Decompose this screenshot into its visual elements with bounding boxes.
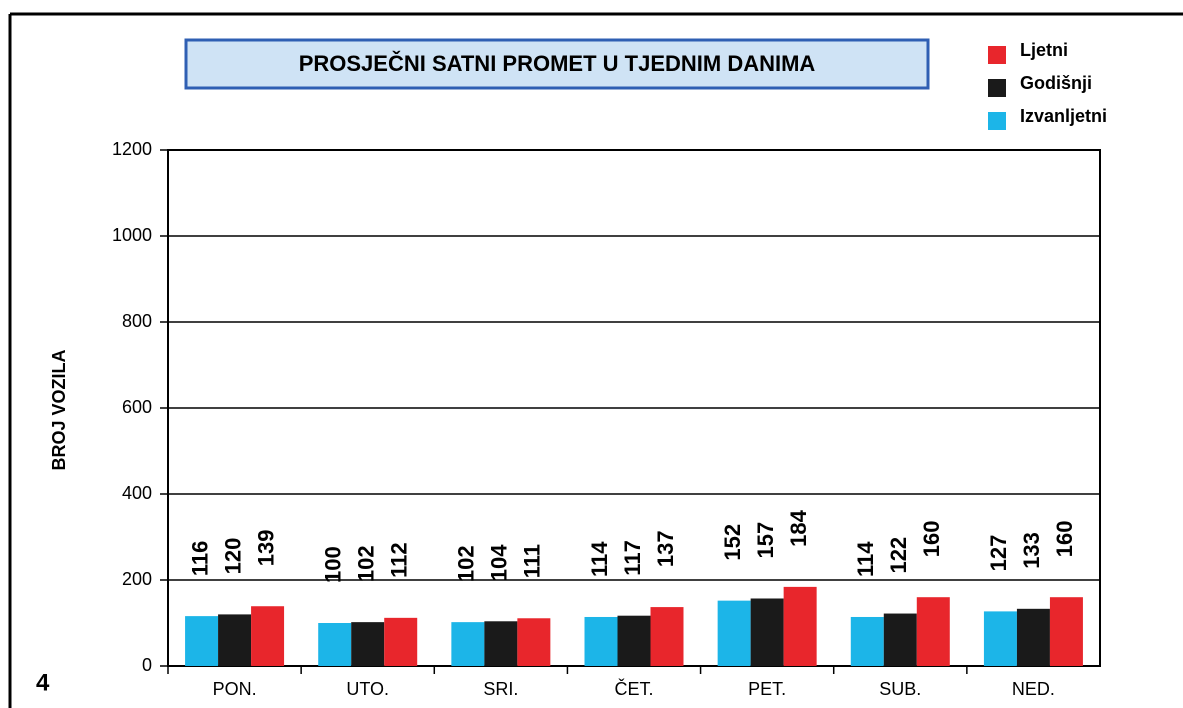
bar — [318, 623, 352, 666]
bar — [484, 621, 518, 666]
bar — [517, 618, 551, 666]
legend-label: Ljetni — [1020, 40, 1068, 60]
bar — [750, 598, 784, 666]
title-box — [184, 38, 930, 90]
data-label: 111 — [520, 544, 545, 578]
bar — [384, 617, 418, 666]
bar — [717, 600, 751, 666]
bar — [650, 607, 684, 666]
data-label: 122 — [886, 537, 911, 574]
data-label: 139 — [253, 530, 278, 567]
legend-swatch — [988, 79, 1006, 97]
x-tick-label: SRI. — [483, 679, 518, 699]
bar — [883, 613, 917, 666]
x-tick-label: NED. — [1012, 679, 1055, 699]
data-label: 184 — [786, 509, 811, 546]
x-tick-label: ČET. — [614, 678, 653, 699]
bar — [218, 614, 252, 666]
bar — [1049, 597, 1083, 666]
data-label: 127 — [986, 535, 1011, 572]
bar — [451, 622, 485, 666]
data-label: 102 — [354, 545, 379, 582]
data-label: 152 — [720, 524, 745, 561]
data-label: 102 — [454, 545, 479, 582]
legend-label: Godišnji — [1020, 73, 1092, 93]
legend-label: Izvanljetni — [1020, 106, 1107, 126]
chart-title: PROSJEČNI SATNI PROMET U TJEDNIM DANIMA — [299, 51, 816, 76]
data-label: 114 — [587, 541, 612, 577]
data-label: 104 — [487, 544, 512, 581]
data-label: 133 — [1019, 532, 1044, 569]
data-label: 160 — [919, 520, 944, 557]
x-tick-label: SUB. — [879, 679, 921, 699]
y-tick-label: 1000 — [112, 225, 152, 245]
legend-swatch — [988, 112, 1006, 130]
y-axis-label: BROJ VOZILA — [49, 349, 69, 470]
page-number: 4 — [36, 669, 50, 696]
data-label: 100 — [321, 546, 346, 583]
y-tick-label: 600 — [122, 397, 152, 417]
data-label: 160 — [1052, 520, 1077, 557]
bar — [850, 616, 884, 666]
y-tick-label: 400 — [122, 483, 152, 503]
bar — [783, 586, 817, 666]
data-label: 117 — [620, 540, 645, 576]
y-tick-label: 1200 — [112, 139, 152, 159]
data-label: 116 — [187, 541, 212, 577]
data-label: 114 — [853, 541, 878, 577]
x-tick-label: PET. — [748, 679, 786, 699]
legend-swatch — [988, 46, 1006, 64]
data-label: 112 — [387, 542, 412, 578]
y-tick-label: 0 — [142, 655, 152, 675]
bar — [1016, 608, 1050, 666]
bar — [916, 597, 950, 666]
bar — [584, 616, 618, 666]
bar — [351, 622, 385, 666]
bar — [617, 615, 651, 666]
bar — [983, 611, 1017, 666]
x-tick-label: UTO. — [346, 679, 389, 699]
y-tick-label: 200 — [122, 569, 152, 589]
data-label: 157 — [753, 522, 778, 559]
x-tick-label: PON. — [213, 679, 257, 699]
data-label: 120 — [220, 538, 245, 575]
bar — [251, 606, 285, 666]
bar — [185, 616, 219, 666]
data-label: 137 — [653, 530, 678, 567]
y-tick-label: 800 — [122, 311, 152, 331]
